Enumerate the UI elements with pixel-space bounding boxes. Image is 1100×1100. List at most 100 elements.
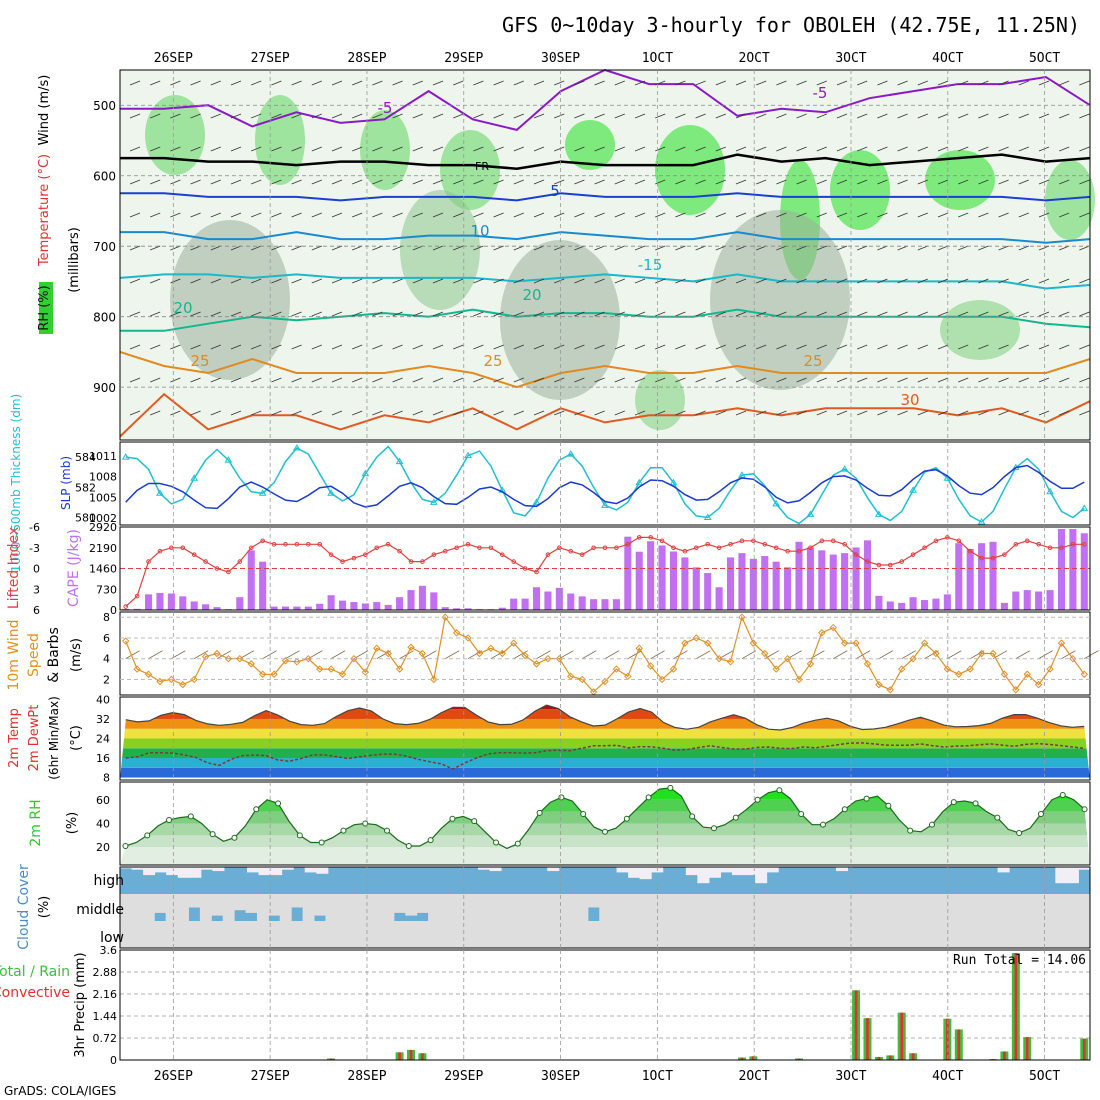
wind-barb xyxy=(695,344,706,350)
wind-barb xyxy=(574,146,585,152)
wind-barb xyxy=(857,278,868,284)
cape-bar xyxy=(144,594,153,610)
precip-conv-bar xyxy=(797,1058,801,1060)
wind-barb xyxy=(271,311,282,317)
cloud-cell xyxy=(835,921,848,948)
x-tick-top-label: 26SEP xyxy=(154,51,193,66)
wind-barb xyxy=(756,278,767,284)
cloud-cell xyxy=(374,921,387,948)
thickness-marker xyxy=(121,453,130,460)
lifted-marker xyxy=(1002,552,1007,557)
wind-barb xyxy=(1018,80,1029,86)
wind-barb xyxy=(594,212,605,218)
wind-barb xyxy=(493,146,504,152)
wind-barb xyxy=(614,179,625,185)
wind-marker xyxy=(555,654,564,663)
wind-barb xyxy=(594,113,605,119)
wind-barb xyxy=(473,245,484,251)
cape-bar xyxy=(1023,590,1031,610)
lifted-marker xyxy=(522,566,528,571)
rh-marker xyxy=(449,815,456,822)
wind-marker xyxy=(521,651,529,660)
wind-speed-line xyxy=(125,615,1085,693)
cape-bar xyxy=(784,567,792,610)
cape-bar xyxy=(316,603,324,610)
lifted-marker xyxy=(602,545,608,551)
cape-bar xyxy=(1000,602,1008,610)
wind-marker xyxy=(726,658,735,666)
lifted-marker xyxy=(762,541,768,547)
cape-bar xyxy=(932,598,940,610)
lifted-marker xyxy=(1036,541,1041,547)
lifted-marker xyxy=(1013,541,1019,547)
lifted-marker xyxy=(363,552,368,557)
cloud-cell xyxy=(348,894,361,921)
wind-barb xyxy=(129,377,141,383)
wind-marker xyxy=(601,677,609,686)
isotherm-line xyxy=(119,273,1091,290)
cloud-cell xyxy=(685,921,698,948)
wind-barb xyxy=(917,113,928,119)
wind-barb xyxy=(352,278,363,284)
wind-barb xyxy=(412,113,423,119)
lifted-marker xyxy=(477,545,482,551)
lifted-marker xyxy=(979,555,984,561)
y-tick-label: 2.16 xyxy=(93,988,118,1001)
wind-barb xyxy=(1038,278,1050,284)
wind-barb xyxy=(715,278,726,284)
wind-barb xyxy=(1015,650,1031,660)
wind-barb xyxy=(594,344,605,350)
lifted-marker xyxy=(693,545,699,551)
precip-axis-label: Convective xyxy=(0,985,70,1001)
wind-marker xyxy=(1012,686,1020,694)
wind-marker xyxy=(829,623,837,632)
wind-barb xyxy=(291,179,302,185)
wind-barb xyxy=(190,377,201,383)
cloud-cell xyxy=(489,921,502,948)
wind-barb xyxy=(1059,179,1070,185)
y-tick-label: 20 xyxy=(96,841,110,854)
wind-barb xyxy=(1018,113,1029,119)
cloud-cell xyxy=(962,921,976,948)
wind-barb xyxy=(331,179,343,185)
thickness-marker xyxy=(429,498,438,505)
wind-barb xyxy=(129,212,141,218)
y-tick-label-right: 1002 xyxy=(89,512,117,525)
wind-barb xyxy=(877,80,888,86)
rh-marker xyxy=(362,820,369,827)
wind-barb xyxy=(1038,113,1050,119)
cape-bar xyxy=(692,567,700,610)
wind-barb xyxy=(432,146,444,152)
lifted-marker xyxy=(819,538,825,544)
rh-marker xyxy=(754,796,761,803)
cape-bar xyxy=(738,553,746,610)
thickness-marker xyxy=(566,450,575,457)
rh-marker xyxy=(384,827,391,834)
lifted-marker xyxy=(682,548,688,554)
lifted-marker xyxy=(442,548,448,554)
wind-barb xyxy=(998,278,1009,284)
y-tick-label: 2.88 xyxy=(93,966,118,979)
rh-shade xyxy=(360,110,410,190)
wind-barb xyxy=(715,410,726,416)
wind-barb xyxy=(1079,278,1090,284)
wind-barb xyxy=(1038,410,1050,416)
wind-barb xyxy=(1079,245,1090,251)
wind-barb xyxy=(614,146,625,152)
wind10m-panel: 2 4 6 8 10m Wind Speed & Barbs (m/s) xyxy=(6,611,1099,696)
wind-marker xyxy=(977,649,986,658)
cloud-level-label: high xyxy=(93,873,124,889)
wind-barb xyxy=(432,212,444,218)
wind-barb xyxy=(816,212,827,218)
cloud-cell xyxy=(234,894,247,911)
rh-shade xyxy=(655,125,725,215)
precip-conv-bar xyxy=(1025,1037,1029,1060)
cape-bar xyxy=(590,599,598,610)
wind-barb xyxy=(271,179,282,185)
cloud-cell xyxy=(1078,867,1091,870)
wind-barb xyxy=(715,113,726,119)
cloud-cell xyxy=(639,921,652,948)
cloud-cell xyxy=(256,894,269,921)
wind-barb xyxy=(372,344,383,350)
wind-barb xyxy=(271,245,282,251)
